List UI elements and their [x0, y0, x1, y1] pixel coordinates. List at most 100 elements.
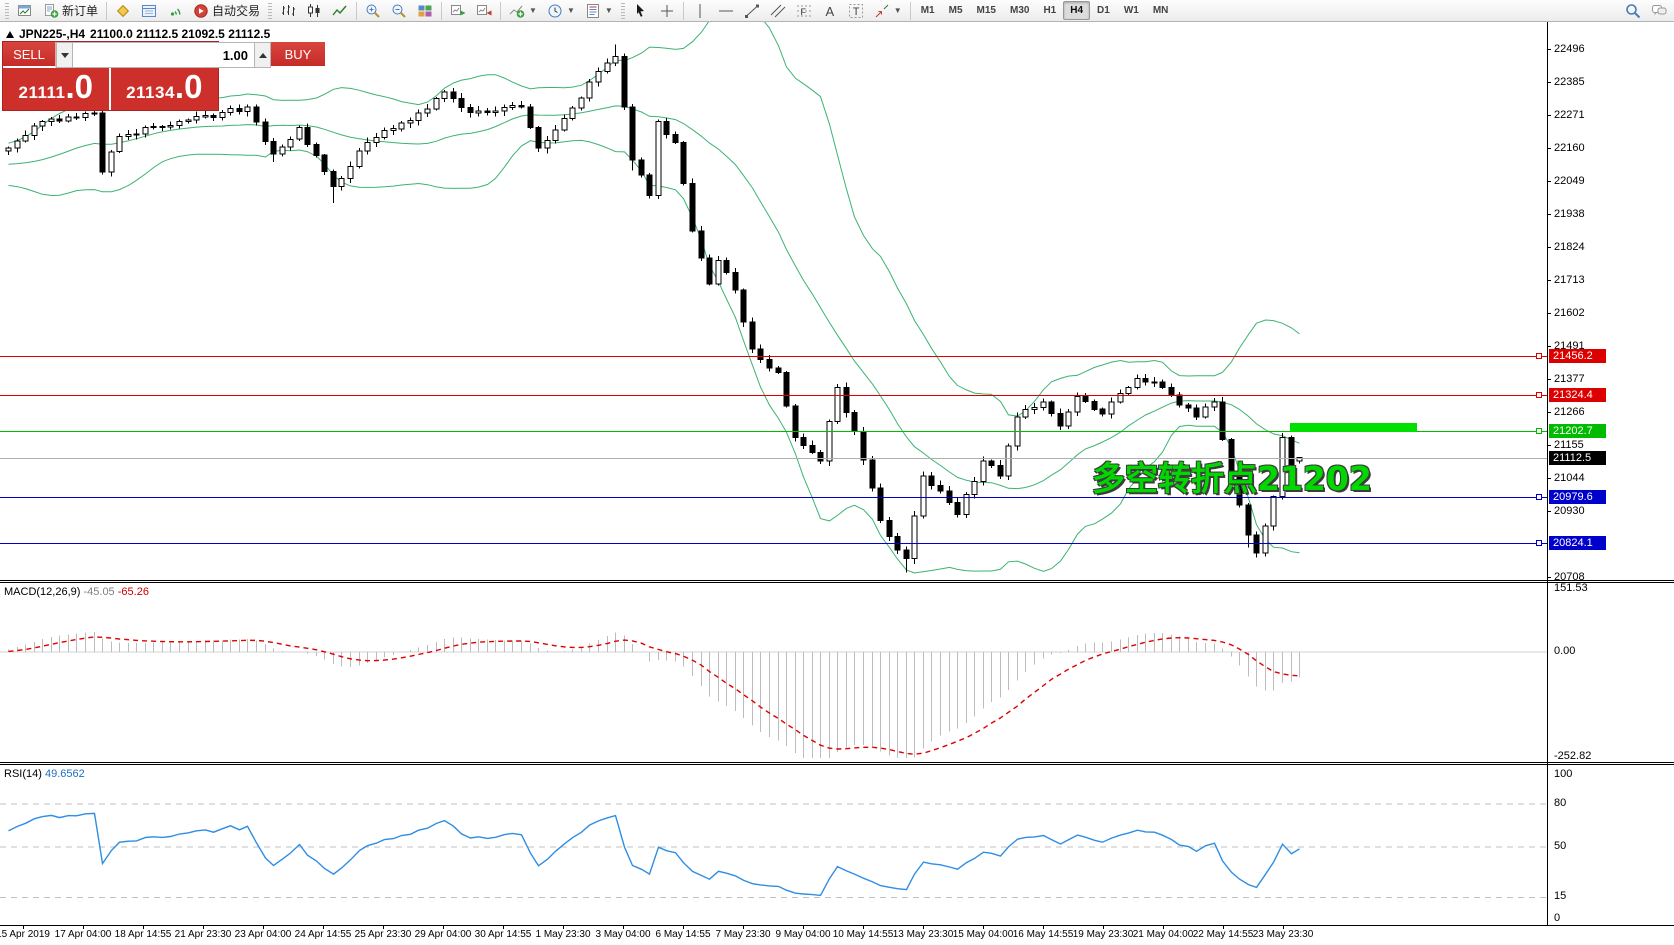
- crosshair-button[interactable]: [654, 1, 680, 21]
- axis-tick-label: 21155: [1554, 439, 1584, 451]
- time-axis-label: 18 Apr 14:55: [114, 929, 172, 940]
- text-label-button[interactable]: T: [843, 1, 869, 21]
- chat-button[interactable]: [1646, 1, 1672, 21]
- periods-button[interactable]: ▼: [542, 1, 580, 21]
- main-toolbar: 新订单 自动交易 ▼ ▼ ▼ F A T ▼ M1 M5 M15 M30 H1 H4 D1 W1 MN: [0, 0, 1674, 22]
- text-button[interactable]: A: [817, 1, 843, 21]
- timeframe-h4-button[interactable]: H4: [1063, 1, 1091, 20]
- new-chart-button[interactable]: [12, 1, 38, 21]
- equidistant-channel-button[interactable]: [765, 1, 791, 21]
- chart-shift-button[interactable]: [471, 1, 497, 21]
- chart-annotation-text[interactable]: 多空转折点21202: [1092, 459, 1372, 498]
- trendline-button[interactable]: [739, 1, 765, 21]
- indicators-button[interactable]: ▼: [504, 1, 542, 21]
- toolbar-grip[interactable]: [268, 2, 273, 19]
- rsi-label: RSI(14) 49.6562: [4, 768, 85, 780]
- history-center-button[interactable]: [110, 1, 136, 21]
- horizontal-level-line[interactable]: [0, 497, 1547, 498]
- chart-symbol-period: JPN225-,H4: [19, 27, 86, 41]
- arrows-button[interactable]: ▼: [869, 1, 907, 21]
- bar-chart-button[interactable]: [275, 1, 301, 21]
- toolbar-grip[interactable]: [5, 2, 9, 19]
- horizontal-line-button[interactable]: [713, 1, 739, 21]
- tiles-icon: [417, 3, 433, 19]
- line-handle[interactable]: [1536, 540, 1542, 546]
- horizontal-level-line[interactable]: [0, 356, 1547, 357]
- timeframe-w1-button[interactable]: W1: [1123, 5, 1139, 16]
- search-button[interactable]: [1620, 1, 1646, 21]
- volume-decrease-button[interactable]: [56, 42, 73, 68]
- timeframe-m5-button[interactable]: M5: [948, 5, 963, 16]
- buy-price[interactable]: 21134.0: [126, 68, 203, 105]
- time-axis-label: 29 Apr 04:00: [414, 929, 472, 940]
- rsi-value: 49.6562: [44, 768, 85, 780]
- line-chart-button[interactable]: [327, 1, 353, 21]
- crosshair-icon: [659, 3, 675, 19]
- sell-price[interactable]: 21111.0: [3, 68, 111, 110]
- volume-increase-button[interactable]: [254, 42, 271, 68]
- candlestick-chart-button[interactable]: [301, 1, 327, 21]
- time-axis-tick: [203, 925, 204, 929]
- axis-tick: [1547, 313, 1551, 314]
- time-axis-label: 13 May 23:30: [892, 929, 954, 940]
- horizontal-level-line[interactable]: [0, 431, 1547, 432]
- time-axis-tick: [1043, 925, 1044, 929]
- cursor-button[interactable]: [628, 1, 654, 21]
- timeframe-m15-button[interactable]: M15: [976, 5, 996, 16]
- buy-button[interactable]: BUY: [271, 42, 325, 68]
- candlestick-canvas[interactable]: [0, 22, 1547, 580]
- autotrading-icon: [193, 3, 209, 19]
- timeframe-d1-button[interactable]: D1: [1097, 5, 1110, 16]
- price-level-tag: 21202.7: [1549, 424, 1606, 438]
- timeframe-m1-button[interactable]: M1: [920, 5, 935, 16]
- vertical-line-button[interactable]: [687, 1, 713, 21]
- time-axis-label: 25 Apr 23:30: [354, 929, 412, 940]
- toolbar-separator: [909, 1, 911, 20]
- market-watch-button[interactable]: [136, 1, 162, 21]
- line-handle[interactable]: [1536, 392, 1542, 398]
- search-icon: [1625, 3, 1641, 19]
- rsi-scale-label: 80: [1554, 796, 1567, 809]
- time-axis-label: 9 May 04:00: [775, 929, 831, 940]
- rsi-pane[interactable]: RSI(14) 49.6562: [0, 764, 1674, 926]
- toolbar-grip[interactable]: [620, 2, 625, 19]
- timeframe-mn-button[interactable]: MN: [1152, 5, 1169, 16]
- templates-button[interactable]: ▼: [580, 1, 618, 21]
- axis-tick: [1547, 82, 1551, 83]
- zoom-out-button[interactable]: [386, 1, 412, 21]
- time-axis-tick: [923, 925, 924, 929]
- macd-main-value: -45.05: [83, 586, 115, 598]
- volume-input[interactable]: [73, 42, 254, 68]
- price-pane[interactable]: [0, 22, 1674, 581]
- line-handle[interactable]: [1536, 428, 1542, 434]
- time-axis-label: 24 Apr 14:55: [294, 929, 352, 940]
- signals-button[interactable]: [162, 1, 188, 21]
- collapse-panel-icon[interactable]: [6, 30, 14, 38]
- timeframe-h1-button[interactable]: H1: [1043, 5, 1057, 16]
- new-order-button-label: 新订单: [62, 4, 99, 18]
- line-handle[interactable]: [1536, 494, 1542, 500]
- macd-pane[interactable]: MACD(12,26,9) -45.05 -65.26: [0, 582, 1674, 763]
- sell-button[interactable]: SELL: [3, 42, 56, 68]
- time-axis-label: 23 Apr 04:00: [234, 929, 292, 940]
- drawn-thick-level-line[interactable]: [1290, 423, 1417, 432]
- zoom-in-button[interactable]: [360, 1, 386, 21]
- svg-text:F: F: [800, 7, 806, 17]
- trend-icon: [744, 3, 760, 19]
- line-handle[interactable]: [1536, 353, 1542, 359]
- horizontal-level-line[interactable]: [0, 395, 1547, 396]
- time-axis-label: 1 May 23:30: [535, 929, 591, 940]
- time-axis-label: 10 May 14:55: [832, 929, 894, 940]
- axis-tick: [1547, 412, 1551, 413]
- timeframe-m30-button[interactable]: M30: [1009, 5, 1030, 16]
- time-axis[interactable]: 15 Apr 2019 17 Apr 04:00 18 Apr 14:55 21 Ap…: [0, 925, 1674, 945]
- horizontal-level-line[interactable]: [0, 543, 1547, 544]
- chart-window[interactable]: MACD(12,26,9) -45.05 -65.26 RSI(14) 49.6…: [0, 22, 1674, 945]
- fibonacci-button[interactable]: F: [791, 1, 817, 21]
- new-order-button[interactable]: 新订单: [38, 1, 103, 21]
- axis-tick-label: 21713: [1554, 274, 1585, 286]
- tile-windows-button[interactable]: [412, 1, 438, 21]
- arrows-icon: [874, 3, 890, 19]
- auto-scroll-button[interactable]: [445, 1, 471, 21]
- autotrading-button[interactable]: 自动交易: [188, 1, 265, 21]
